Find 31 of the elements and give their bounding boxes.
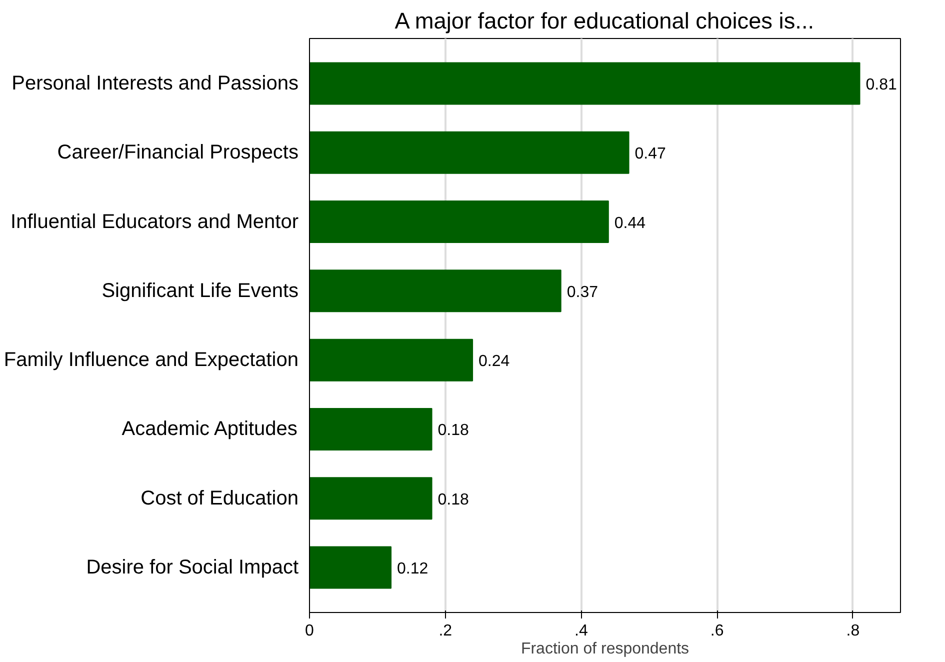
x-tick-label: .8 <box>846 622 860 640</box>
bar <box>310 546 392 589</box>
x-tick-label: 0 <box>305 622 314 640</box>
data-label: 0.44 <box>614 214 646 232</box>
chart-title: A major factor for educational choices is... <box>394 8 814 34</box>
y-tick-label: Career/Financial Prospects <box>57 142 299 164</box>
y-tick-label: Academic Aptitudes <box>122 418 298 440</box>
y-tick-label: Cost of Education <box>140 487 299 510</box>
y-tick-label: Desire for Social Impact <box>86 556 299 579</box>
data-label: 0.18 <box>438 422 470 440</box>
data-label: 0.12 <box>397 560 428 578</box>
x-tick-label: .4 <box>574 622 588 640</box>
data-label: 0.81 <box>866 76 897 94</box>
bar <box>310 200 609 244</box>
x-tick-label: .6 <box>710 622 724 640</box>
x-tick-label: .2 <box>438 622 452 640</box>
bar <box>310 62 860 105</box>
x-axis-title: Fraction of respondents <box>520 640 690 658</box>
data-label: 0.37 <box>566 284 598 301</box>
data-label: 0.24 <box>478 353 510 370</box>
y-tick-label: Personal Interests and Passions <box>12 72 298 94</box>
bar <box>310 408 432 450</box>
y-tick-label: Family Influence and Expectation <box>4 349 298 372</box>
bar <box>310 338 474 382</box>
bar <box>310 270 562 312</box>
bar <box>310 131 630 174</box>
data-label: 0.47 <box>634 146 666 163</box>
y-tick-label: Significant Life Events <box>102 280 299 302</box>
bar <box>310 477 432 520</box>
data-label: 0.18 <box>438 491 470 508</box>
y-tick-label: Influential Educators and Mentor <box>10 210 299 233</box>
